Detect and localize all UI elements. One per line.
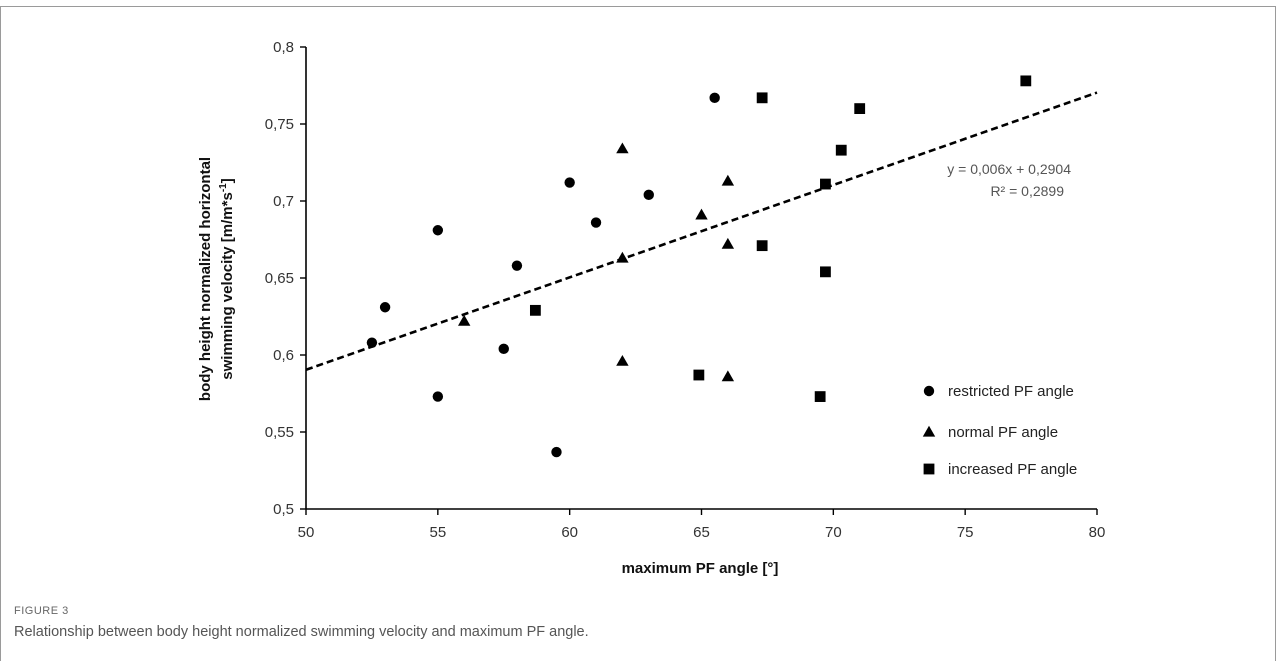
data-point-triangle [616, 354, 629, 366]
legend-marker-square [923, 463, 935, 475]
data-point-circle [709, 92, 720, 104]
data-point-circle [432, 391, 444, 402]
x-tick-label: 80 [1089, 524, 1106, 541]
chart-axes: 0,5 0,55 0,6 0,65 0,7 0,75 0,8 50 55 60 65 70 75 80 [265, 39, 1106, 541]
data-point-triangle [721, 174, 735, 186]
y-axis-title-superscript: -1 [218, 183, 229, 192]
data-point-square [854, 103, 866, 114]
trendline-equation: y = 0,006x + 0,2904 [947, 161, 1071, 177]
data-point-square [835, 144, 847, 156]
y-tick-label: 0,5 [273, 501, 294, 518]
data-point-triangle [721, 237, 735, 249]
y-tick-label: 0,75 [265, 116, 294, 133]
data-point-circle [564, 177, 575, 188]
data-point-circle [590, 217, 602, 228]
figure-caption: Relationship between body height normali… [14, 624, 589, 640]
data-point-circle [432, 225, 444, 236]
y-tick-label: 0,7 [273, 193, 294, 210]
frame-border-right [1275, 6, 1276, 661]
data-point-square [1020, 75, 1032, 87]
x-axis-title: maximum PF angle [°] [622, 560, 779, 577]
y-tick-label: 0,8 [273, 39, 294, 56]
data-point-circle [643, 189, 654, 201]
y-axis-title: body height normalized horizontal swimmi… [197, 157, 236, 401]
data-point-circle [379, 302, 391, 313]
legend-marker-triangle [922, 425, 936, 437]
legend-label: restricted PF angle [948, 383, 1074, 400]
y-tick-label: 0,55 [265, 424, 294, 441]
figure-label: FIGURE 3 [14, 605, 69, 617]
data-point-square [814, 391, 826, 402]
y-axis-title-line2-end: ] [219, 178, 236, 183]
data-point-square [756, 240, 768, 252]
x-tick-label: 50 [298, 524, 315, 541]
y-tick-label: 0,6 [273, 347, 294, 364]
data-point-square [529, 304, 541, 316]
data-point-square [820, 178, 831, 190]
data-point-circle [511, 260, 523, 271]
data-point-triangle [616, 142, 629, 154]
x-tick-label: 75 [957, 524, 974, 541]
data-point-triangle [458, 314, 471, 326]
x-tick-label: 70 [825, 524, 842, 541]
scatter-chart: 0,5 0,55 0,6 0,65 0,7 0,75 0,8 50 55 60 65 70 75 80 r… [197, 39, 1106, 577]
data-point-square [756, 92, 768, 104]
legend-label: normal PF angle [948, 424, 1058, 441]
data-point-square [693, 369, 705, 381]
frame-border-left [0, 6, 1, 661]
trendline-group [305, 91, 1098, 372]
data-point-triangle [721, 370, 735, 382]
y-axis-title-line2: swimming velocity [m/m*s-1] [218, 178, 236, 379]
y-tick-label: 0,65 [265, 270, 294, 287]
data-point-triangle [616, 251, 629, 263]
chart-legend: restricted PF angle normal PF angle increa… [922, 383, 1077, 478]
trendline-r2: R² = 0,2899 [990, 183, 1064, 199]
x-tick-label: 60 [561, 524, 578, 541]
data-point-circle [366, 337, 378, 348]
legend-marker-circle [923, 385, 935, 397]
x-tick-label: 65 [693, 524, 710, 541]
data-point-square [820, 266, 831, 278]
data-point-circle [498, 343, 509, 355]
frame-border-top [0, 6, 1276, 7]
data-point-circle [551, 446, 562, 458]
data-points [366, 75, 1032, 458]
y-axis-title-line1: body height normalized horizontal [197, 157, 214, 401]
data-point-triangle [695, 208, 708, 220]
x-tick-label: 55 [429, 524, 446, 541]
trendline [305, 91, 1098, 372]
y-axis-title-line2-main: swimming velocity [m/m*s [219, 192, 236, 380]
legend-label: increased PF angle [948, 461, 1077, 478]
